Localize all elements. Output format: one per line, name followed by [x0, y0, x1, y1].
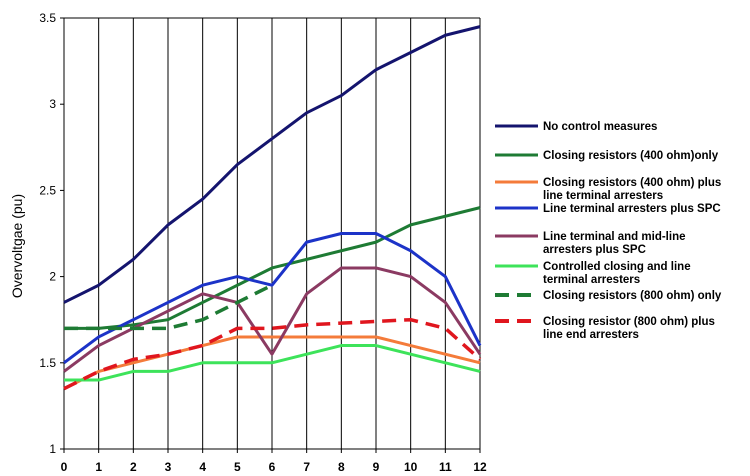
series-line-4 — [63, 232, 482, 365]
x-tick-label: 9 — [373, 460, 380, 474]
legend-label-3: line terminal arresters — [543, 190, 663, 202]
y-tick-label: 2.5 — [39, 183, 56, 197]
series-line-2 — [64, 206, 481, 330]
x-tick-label: 5 — [234, 460, 241, 474]
y-axis-label: Overvoltgae (pu) — [9, 194, 25, 298]
x-tick-label: 0 — [61, 460, 68, 474]
series-line-7 — [64, 283, 273, 331]
x-tick-label: 8 — [338, 460, 345, 474]
legend-label-7: Closing resistors (800 ohm) only — [543, 290, 722, 302]
legend-label-2: Closing resistors (400 ohm)only — [543, 150, 719, 162]
legend: No control measures Closing resistors (40… — [495, 121, 722, 341]
series-line-3 — [63, 335, 481, 391]
legend-label-5: Line terminal and mid-line — [543, 231, 686, 243]
x-tick-label: 10 — [404, 460, 418, 474]
legend-label-3: Closing resistors (400 ohm) plus — [543, 177, 721, 189]
x-tick-label: 4 — [199, 460, 206, 474]
legend-label-5: arresters plus SPC — [543, 244, 646, 256]
grid — [98, 18, 481, 449]
legend-label-1: No control measures — [543, 121, 657, 133]
y-tick-label: 1 — [49, 442, 56, 456]
y-tick-label: 2 — [49, 270, 56, 284]
y-tick-label: 3.5 — [39, 11, 56, 25]
x-tick-label: 11 — [439, 460, 452, 474]
series-line-6 — [64, 344, 481, 382]
legend-label-8: line end arresters — [543, 329, 639, 341]
x-tick-label: 2 — [130, 460, 137, 474]
series-lines — [63, 25, 482, 391]
x-tick-label: 12 — [473, 460, 487, 474]
legend-label-4: Line terminal arresters plus SPC — [543, 203, 721, 215]
x-tick-label: 7 — [303, 460, 310, 474]
x-tick-label: 6 — [269, 460, 276, 474]
legend-label-6: Controlled closing and line — [543, 261, 691, 273]
y-tick-label: 3 — [49, 97, 56, 111]
legend-label-6: terminal arresters — [543, 274, 640, 286]
axes: 11.522.533.50 1 2 3 4 5 6 7 8 9 10 11 12 — [39, 11, 487, 474]
series-line-8 — [63, 317, 482, 391]
x-tick-label: 1 — [95, 460, 102, 474]
legend-label-8: Closing resistor (800 ohm) plus — [543, 316, 715, 328]
x-tick-label: 3 — [165, 460, 172, 474]
y-tick-label: 1.5 — [39, 356, 56, 370]
series-line-1 — [63, 25, 481, 304]
